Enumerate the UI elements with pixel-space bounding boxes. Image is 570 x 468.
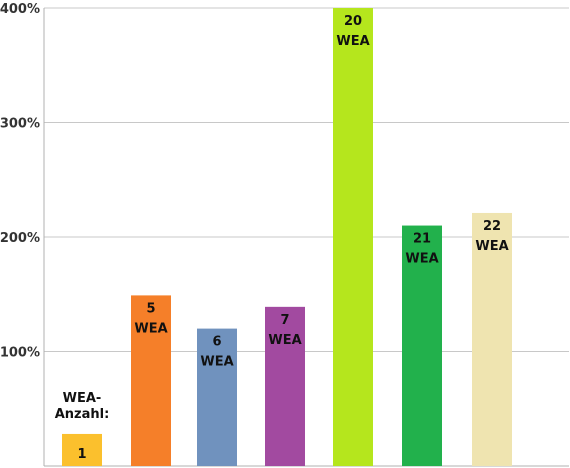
bar-label: 20 WEA xyxy=(336,14,369,49)
bar-label-line: WEA xyxy=(475,239,508,254)
bar-label-line: 20 xyxy=(344,14,362,29)
bar-label-line: WEA xyxy=(268,333,301,348)
y-tick-labels: 100% 200% 300% 400% xyxy=(0,2,40,361)
bar-label-line: 6 xyxy=(212,335,221,350)
bar-label-line: 21 xyxy=(413,232,431,247)
bar-label: 7 WEA xyxy=(268,313,301,348)
bar xyxy=(197,328,237,466)
bar-label-line: 5 xyxy=(146,301,155,316)
bars xyxy=(62,8,512,466)
bar-label-line: WEA xyxy=(405,252,438,267)
bar xyxy=(333,8,373,466)
bar-label-line: 1 xyxy=(77,447,86,462)
y-tick-label: 200% xyxy=(0,231,40,246)
bar xyxy=(472,212,512,466)
y-tick-label: 300% xyxy=(0,117,40,132)
bar xyxy=(265,306,305,466)
bar xyxy=(131,295,171,466)
bar-label-line: WEA xyxy=(134,321,167,336)
y-tick-label: 400% xyxy=(0,2,40,17)
bar-label-line: Anzahl: xyxy=(55,407,110,422)
bar-label-line: WEA xyxy=(200,355,233,370)
bar-label: 6 WEA xyxy=(200,335,233,370)
bar xyxy=(402,225,442,466)
bar-label-line: 7 xyxy=(280,313,289,328)
bar-label-line: WEA- xyxy=(63,391,102,406)
bar-label: WEA-Anzahl: 1 xyxy=(55,391,110,462)
bar-label-line: 22 xyxy=(483,219,501,234)
bar-label-line: WEA xyxy=(336,34,369,49)
bar-label: 5 WEA xyxy=(134,301,167,336)
bar-labels: WEA-Anzahl: 1 5 WEA 6 WEA 7 WEA 20 WEA 21 WEA 22 WEA xyxy=(55,14,509,462)
bar xyxy=(62,433,102,466)
y-tick-label: 100% xyxy=(0,346,40,361)
bar-label: 22 WEA xyxy=(475,219,508,254)
bar-label: 21 WEA xyxy=(405,232,438,267)
